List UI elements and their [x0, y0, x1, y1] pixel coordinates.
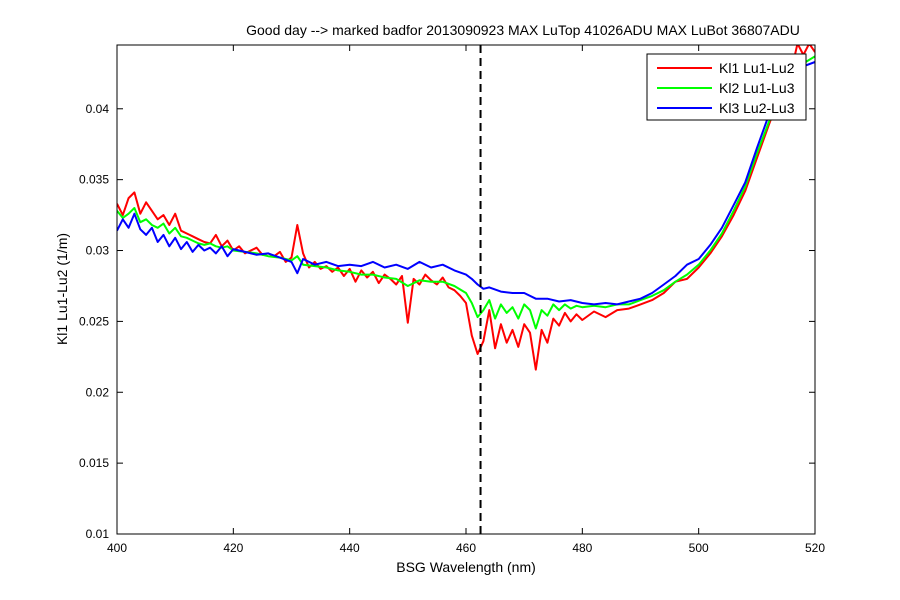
y-tick-label: 0.035: [79, 173, 109, 187]
chart-title: Good day --> marked badfor 2013090923 MA…: [246, 22, 800, 38]
y-axis-label: Kl1 Lu1-Lu2 (1/m): [54, 233, 70, 345]
y-tick-label: 0.01: [86, 527, 110, 541]
y-tick-label: 0.04: [86, 102, 110, 116]
axis-ticks: 400 420 440 460 480 500 520 0.01 0.015 0.02 0.025 0…: [79, 45, 825, 555]
y-tick-label: 0.015: [79, 456, 109, 470]
series-line-2: [117, 55, 815, 330]
x-tick-label: 480: [572, 541, 592, 555]
legend-label: Kl2 Lu1-Lu3: [719, 80, 795, 96]
series-line-3: [117, 61, 815, 306]
x-tick-label: 500: [689, 541, 709, 555]
x-tick-label: 440: [340, 541, 360, 555]
legend: Kl1 Lu1-Lu2 Kl2 Lu1-Lu3 Kl3 Lu2-Lu3: [646, 53, 807, 121]
y-tick-label: 0.02: [86, 385, 110, 399]
x-axis-label: BSG Wavelength (nm): [396, 559, 536, 575]
x-tick-label: 520: [805, 541, 825, 555]
series-line-1: [117, 45, 815, 371]
legend-label: Kl3 Lu2-Lu3: [719, 100, 795, 116]
y-tick-label: 0.025: [79, 314, 109, 328]
legend-label: Kl1 Lu1-Lu2: [719, 60, 795, 76]
y-tick-label: 0.03: [86, 244, 110, 258]
x-tick-label: 460: [456, 541, 476, 555]
x-tick-label: 400: [107, 541, 127, 555]
x-tick-label: 420: [223, 541, 243, 555]
plot-area: [117, 45, 815, 534]
